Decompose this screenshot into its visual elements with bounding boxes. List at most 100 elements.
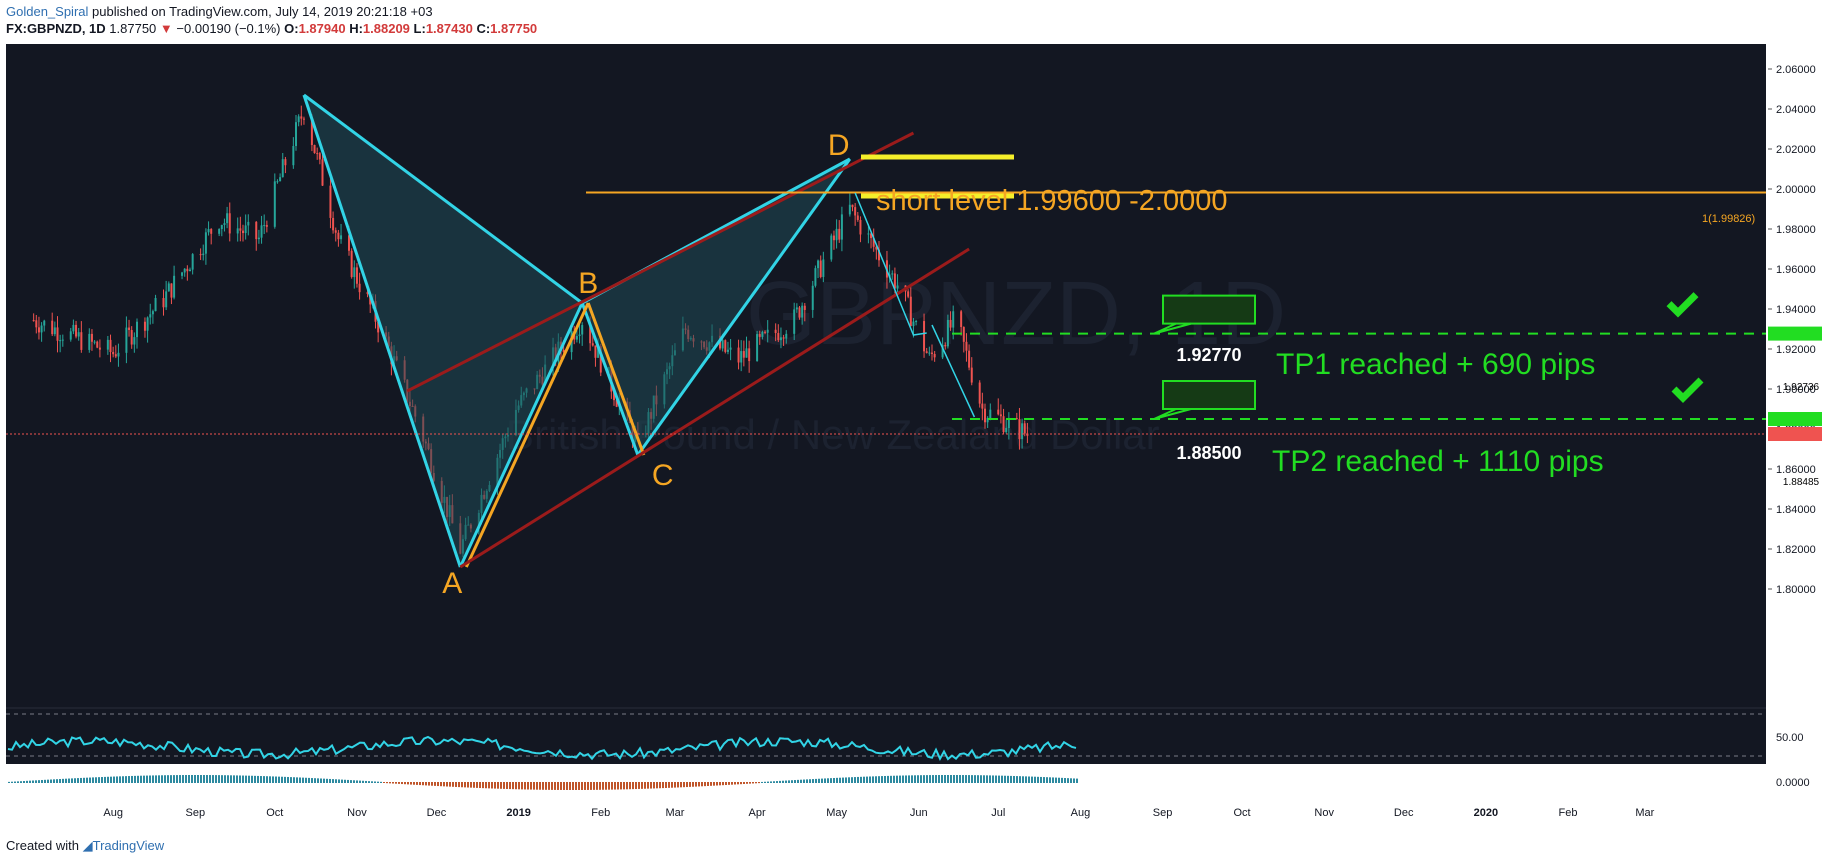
candle-body [907,291,910,297]
macd-bar [293,777,295,783]
macd-bar [20,781,22,783]
candle-body [1021,423,1024,440]
macd-bar [818,778,820,783]
x-tick-label: Aug [1071,807,1091,819]
candle-body [1015,418,1018,420]
macd-bar [158,775,160,783]
macd-bar [923,775,925,783]
macd-bar [509,782,511,790]
macd-bar [698,782,700,787]
author-link[interactable]: Golden_Spiral [6,4,89,19]
candle-body [186,268,189,272]
macd-bar [422,782,424,786]
x-tick-label: Oct [1233,807,1250,819]
macd-bar [716,782,718,786]
macd-bar [536,782,538,790]
candle-body [35,320,38,328]
target-box [1162,380,1256,410]
macd-bar [320,778,322,783]
macd-bar [1007,775,1009,783]
candle-body [69,331,72,340]
macd-bar [401,782,403,785]
macd-bar [863,776,865,783]
candle-body [803,305,806,310]
pattern-point-label: C [652,459,674,492]
candle-body [970,367,973,383]
y-tick-label: 1.92000 [1776,344,1816,356]
candle-body [350,250,353,278]
candle-body [1018,419,1021,440]
annotations[interactable]: A B C D [6,93,1822,600]
candle-body [112,352,115,355]
y-tick-label: 2.04000 [1776,104,1816,116]
macd-bar [611,782,613,790]
macd-bar [413,782,415,785]
macd-bar [146,775,148,783]
candle-body [273,181,276,227]
y-tick-label: 1.82000 [1776,544,1816,556]
created-with-text: Created with [6,838,79,853]
macd-bar [704,782,706,787]
candle-body [817,260,820,269]
candle-body [300,116,303,119]
x-tick-label: Nov [347,807,367,819]
macd-bar [473,782,475,788]
candle-body [729,347,732,350]
candle-body [989,409,992,418]
candle-body [581,325,584,335]
tradingview-link[interactable]: TradingView [92,838,165,853]
macd-bar [59,779,61,783]
macd-bar [257,775,259,783]
macd-bar [299,777,301,783]
macd-bar [944,775,946,783]
high-label: H: [349,21,363,36]
candle-body [183,268,186,273]
candle-body [962,327,965,342]
macd-bar [461,782,463,788]
candle-body [128,327,131,331]
macd-bar [641,782,643,789]
macd-bar [731,782,733,785]
macd-bar [881,776,883,783]
macd-bar [791,780,793,783]
macd-bar [953,775,955,783]
macd-bar [689,782,691,787]
candle-body [348,235,350,251]
time-axis-ticks: Aug Sep Oct Nov Dec 2019 Feb Mar Apr May Jun Jul Aug… [103,807,1654,819]
macd-bar [776,781,778,783]
candle-body [599,346,602,373]
macd-bar [281,776,283,783]
macd-bar [977,775,979,783]
macd-bar [740,782,742,785]
candle-body [242,230,244,234]
candle-body [721,340,724,349]
pattern-bcd-fill [582,159,850,455]
macd-bar [650,782,652,789]
candle-body [366,292,369,294]
candle-body [851,204,854,208]
candle-body [949,319,952,328]
candle-body [302,118,305,120]
candle-body [191,254,194,270]
macd-bar [1070,778,1072,783]
macd-bar [317,778,319,783]
macd-bar [236,775,238,783]
macd-bar [512,782,514,790]
macd-bar [587,782,589,790]
candle-body [737,347,740,363]
macd-bar [671,782,673,788]
tp2-price-box: 1.88500 [1176,443,1241,463]
macd-bar [110,776,112,783]
candle-body [782,337,785,339]
candle-body [143,321,146,331]
macd-bar [752,782,754,784]
macd-bar [344,779,346,783]
candle-body [893,273,896,289]
macd-bar [890,775,892,783]
macd-bar [764,781,766,783]
macd-bar [455,782,457,787]
macd-bar [242,775,244,783]
chart-canvas[interactable]: GBPNZD, 1D British Pound / New Zealand D… [6,44,1822,832]
candle-body [740,351,743,363]
macd-bar [434,782,436,786]
